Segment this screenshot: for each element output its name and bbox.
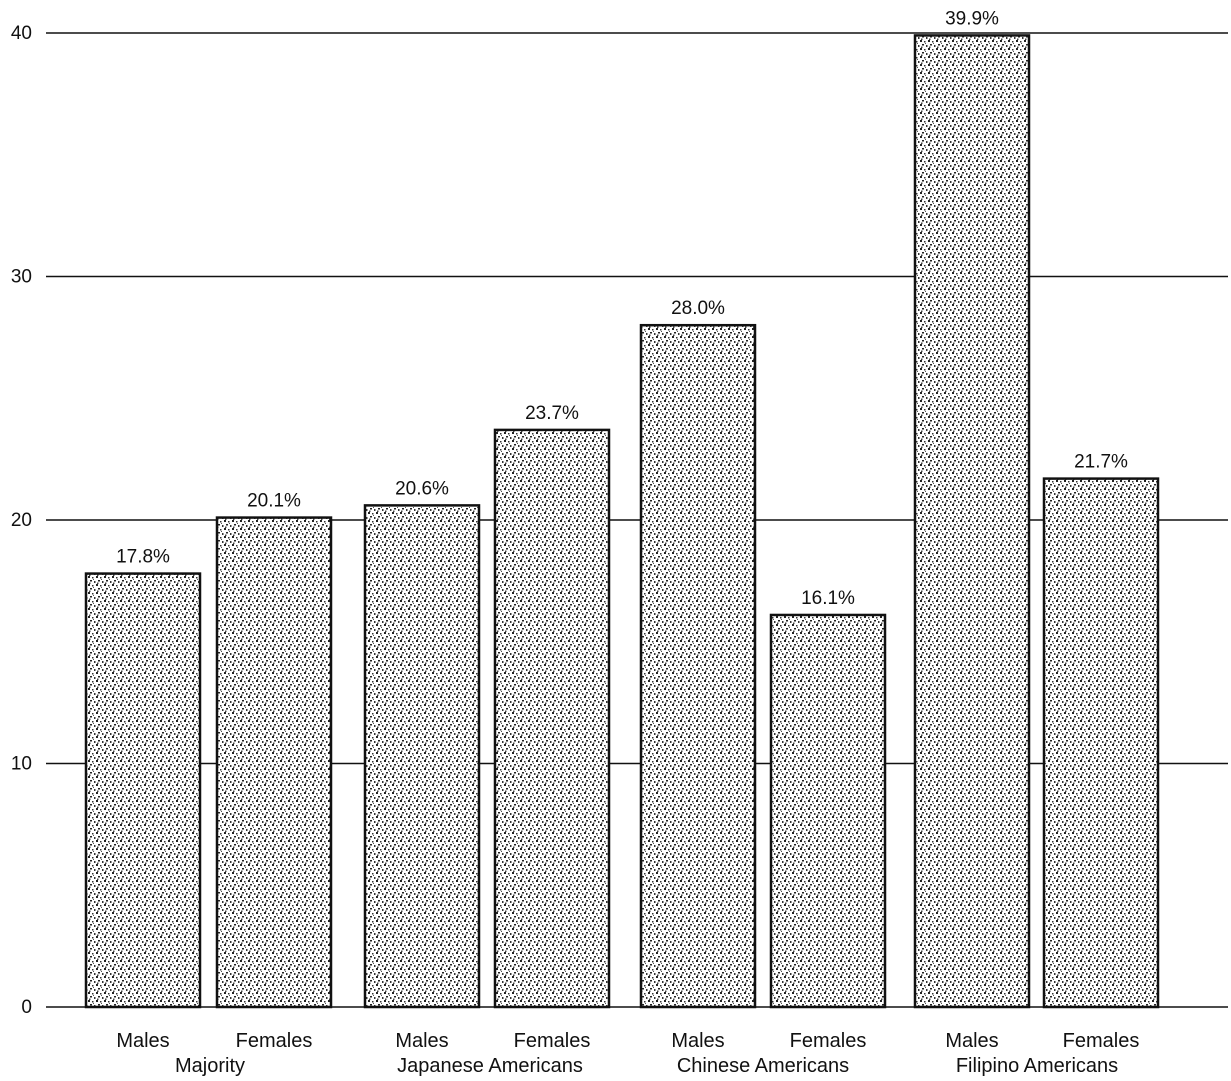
- category-label: Males: [116, 1030, 169, 1052]
- bar-filipino-americans-females: [1042, 477, 1160, 1009]
- bar-majority-males: [84, 572, 202, 1009]
- category-label: Females: [236, 1030, 313, 1052]
- bar-filipino-americans-males: [913, 34, 1031, 1009]
- value-label: 16.1%: [801, 588, 855, 609]
- y-tick-label: 40: [11, 23, 32, 44]
- category-label: Males: [945, 1030, 998, 1052]
- bars: [84, 34, 1160, 1009]
- category-label: Females: [790, 1030, 867, 1052]
- bar-japanese-americans-females: [493, 428, 611, 1009]
- bar-majority-females: [215, 516, 333, 1009]
- y-tick-label: 20: [11, 510, 32, 531]
- category-label: Females: [514, 1030, 591, 1052]
- category-label: Males: [671, 1030, 724, 1052]
- category-label: Females: [1063, 1030, 1140, 1052]
- value-label: 20.1%: [247, 491, 301, 512]
- group-label: Japanese Americans: [397, 1055, 583, 1077]
- value-label: 17.8%: [116, 547, 170, 568]
- group-label: Filipino Americans: [956, 1055, 1118, 1077]
- y-tick-label: 0: [21, 997, 32, 1018]
- value-label: 21.7%: [1074, 452, 1128, 473]
- labels: 0 10 20 30 40 17.8% Males 20.1% Females Majority 2…: [11, 8, 1139, 1077]
- bar-chinese-americans-males: [639, 323, 757, 1009]
- group-label: Majority: [175, 1055, 245, 1077]
- group-label: Chinese Americans: [677, 1055, 849, 1077]
- y-tick-label: 30: [11, 267, 32, 288]
- value-label: 28.0%: [671, 298, 725, 319]
- y-tick-label: 10: [11, 754, 32, 775]
- category-label: Males: [395, 1030, 448, 1052]
- value-label: 39.9%: [945, 8, 999, 29]
- bar-japanese-americans-males: [363, 504, 481, 1009]
- bar-chinese-americans-females: [769, 613, 887, 1009]
- value-label: 20.6%: [395, 478, 449, 499]
- value-label: 23.7%: [525, 403, 579, 424]
